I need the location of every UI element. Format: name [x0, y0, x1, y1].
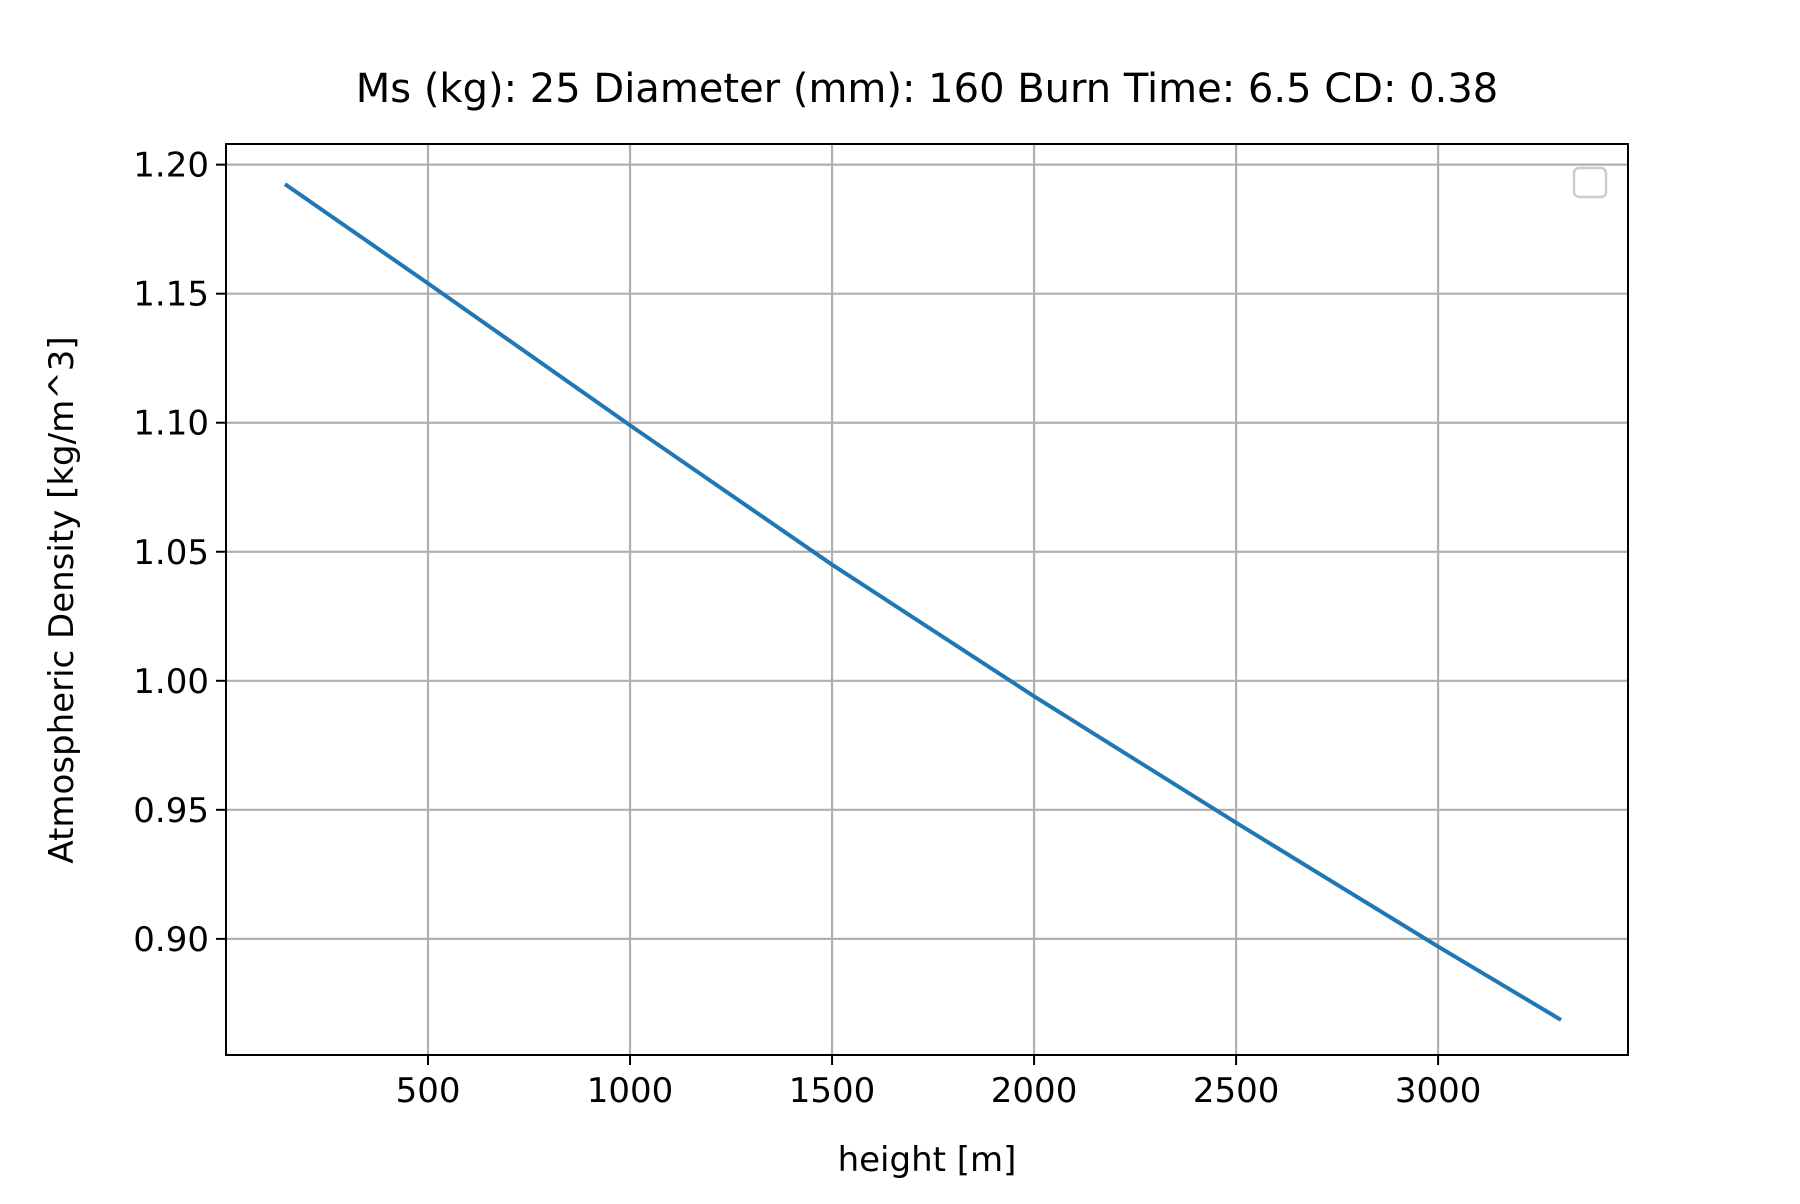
legend-box: [1572, 166, 1608, 199]
x-tick-label: 2000: [991, 1071, 1078, 1111]
ticks-layer: 500 1000 1500 2000 2500 3000 0.90 0.95 1.00 1.05 1…: [133, 146, 1481, 1111]
y-tick-label: 1.00: [133, 662, 209, 702]
grid-layer: [226, 144, 1628, 1055]
x-tick-label: 3000: [1395, 1071, 1482, 1111]
y-tick-label: 0.90: [133, 920, 209, 960]
x-tick-label: 500: [396, 1071, 461, 1111]
x-tick-label: 1000: [587, 1071, 674, 1111]
x-tick-label: 2500: [1193, 1071, 1280, 1111]
series-line: [283, 182, 1563, 1022]
plot-area: [226, 144, 1628, 1055]
chart-title: Ms (kg): 25 Diameter (mm): 160 Burn Time…: [356, 66, 1498, 112]
x-tick-label: 1500: [789, 1071, 876, 1111]
plot-frame: [225, 143, 1629, 1056]
y-axis-label: Atmospheric Density [kg/m^3]: [42, 336, 82, 863]
series-layer: [283, 182, 1563, 1022]
y-tick-label: 1.10: [133, 404, 209, 444]
y-tick-label: 0.95: [133, 791, 209, 831]
x-axis-label: height [m]: [838, 1140, 1017, 1180]
y-tick-label: 1.20: [133, 146, 209, 186]
y-tick-label: 1.05: [133, 533, 209, 573]
y-tick-label: 1.15: [133, 275, 209, 315]
